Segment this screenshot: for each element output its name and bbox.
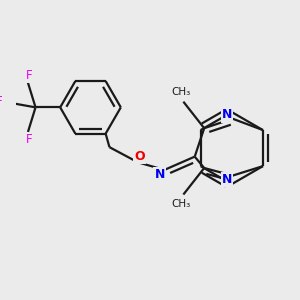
Text: N: N	[222, 173, 232, 186]
Text: F: F	[26, 133, 32, 146]
Text: N: N	[154, 168, 165, 181]
Text: N: N	[222, 108, 232, 122]
Text: CH₃: CH₃	[172, 199, 191, 209]
Text: CH₃: CH₃	[172, 87, 191, 97]
Text: F: F	[0, 95, 3, 108]
Text: F: F	[26, 69, 32, 82]
Text: O: O	[134, 150, 145, 163]
